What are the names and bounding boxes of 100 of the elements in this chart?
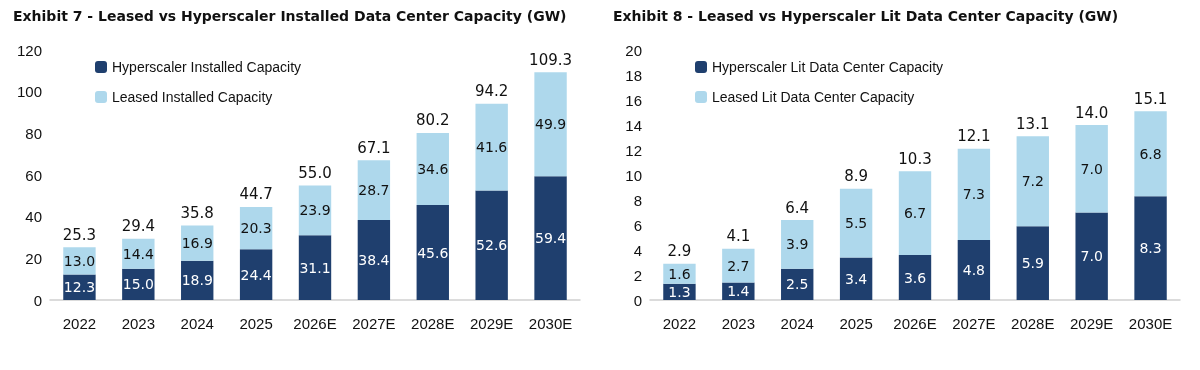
bar [722, 248, 755, 283]
bar [1134, 111, 1167, 197]
data-label: 7.0 [1080, 248, 1103, 265]
x-tick-label: 2027E [352, 315, 396, 332]
data-label: 5.9 [1021, 255, 1044, 272]
data-label: 2.5 [786, 276, 809, 293]
data-label: 38.4 [358, 252, 390, 268]
total-label: 6.4 [785, 198, 810, 217]
total-label: 15.1 [1133, 89, 1168, 108]
y-tick-label: 100 [16, 83, 42, 101]
x-tick-label: 2024 [180, 315, 214, 332]
x-tick-label: 2026E [293, 315, 337, 332]
data-label: 5.5 [844, 215, 868, 232]
bar [839, 257, 873, 300]
bar [357, 220, 391, 300]
y-tick-label: 60 [25, 166, 42, 184]
y-tick-label: 6 [633, 216, 642, 234]
bar [298, 235, 332, 300]
y-tick-label: 40 [25, 208, 42, 226]
y-tick-label: 18 [625, 66, 642, 84]
data-label: 15.0 [122, 276, 154, 293]
y-tick-label: 14 [625, 116, 642, 134]
data-label: 3.4 [844, 270, 868, 287]
data-label: 6.8 [1139, 145, 1162, 162]
x-tick-label: 2027E [952, 315, 996, 332]
total-label: 35.8 [180, 203, 214, 222]
data-label: 1.3 [668, 283, 691, 300]
legend-label: Hyperscaler Lit Data Center Capacity [712, 59, 944, 75]
data-label: 20.3 [240, 220, 272, 237]
x-tick-label: 2028E [411, 315, 455, 332]
data-label: 13.0 [63, 252, 96, 269]
x-tick-label: 2029E [1069, 315, 1114, 332]
data-label: 16.9 [181, 235, 213, 252]
bar [1075, 125, 1108, 213]
bar [534, 72, 567, 177]
x-tick-label: 2026E [893, 315, 937, 332]
y-tick-label: 0 [33, 291, 42, 309]
x-tick-label: 2025 [839, 315, 873, 332]
x-tick-label: 2029E [469, 315, 514, 332]
legend-label: Leased Installed Capacity [112, 89, 273, 105]
x-tick-label: 2030E [528, 315, 573, 332]
total-label: 8.9 [844, 167, 869, 186]
data-label: 31.1 [299, 259, 331, 276]
x-tick-label: 2024 [780, 315, 814, 332]
y-tick-label: 120 [16, 41, 42, 59]
bar [1016, 226, 1049, 300]
data-label: 45.6 [417, 244, 449, 261]
data-label: 28.7 [358, 182, 390, 199]
data-label: 8.3 [1139, 240, 1162, 257]
total-label: 25.3 [62, 225, 97, 244]
data-label: 14.4 [122, 245, 155, 262]
total-label: 2.9 [667, 242, 692, 261]
bar [534, 176, 567, 300]
y-tick-label: 0 [633, 291, 642, 309]
total-label: 94.2 [474, 82, 509, 101]
chart-title: Exhibit 8 - Leased vs Hyperscaler Lit Data Center Capacity (GW) [613, 8, 1119, 24]
data-label: 52.6 [476, 237, 508, 254]
bar [1134, 196, 1167, 300]
y-tick-label: 8 [633, 191, 642, 209]
y-tick-label: 12 [625, 141, 642, 159]
data-label: 12.3 [63, 279, 96, 296]
bar [898, 171, 932, 255]
y-tick-label: 4 [633, 241, 642, 259]
legend-label: Leased Lit Data Center Capacity [712, 89, 915, 105]
bar [898, 255, 932, 300]
total-label: 14.0 [1074, 103, 1109, 122]
bar [839, 188, 873, 258]
bar [416, 205, 449, 300]
y-tick-label: 16 [625, 91, 642, 109]
data-label: 1.6 [668, 265, 691, 282]
data-label: 7.3 [962, 186, 986, 203]
data-label: 3.6 [903, 269, 927, 286]
bar [239, 249, 273, 300]
y-tick-label: 2 [633, 266, 642, 284]
x-tick-label: 2022 [62, 315, 97, 332]
total-label: 4.1 [726, 227, 751, 246]
total-label: 44.7 [239, 185, 273, 204]
y-tick-label: 10 [625, 166, 642, 184]
x-tick-label: 2028E [1011, 315, 1055, 332]
bar [416, 132, 449, 205]
data-label: 18.9 [181, 272, 213, 289]
total-label: 29.4 [121, 217, 156, 236]
bar [957, 148, 991, 240]
total-label: 55.0 [298, 163, 332, 182]
bar [357, 160, 391, 220]
data-label: 49.9 [534, 116, 567, 133]
data-label: 7.2 [1021, 173, 1044, 190]
data-label: 59.4 [534, 230, 567, 247]
bar [1075, 212, 1108, 300]
data-label: 6.7 [903, 205, 927, 222]
total-label: 67.1 [357, 138, 391, 157]
x-tick-label: 2025 [239, 315, 273, 332]
data-label: 34.6 [417, 160, 449, 177]
x-tick-label: 2030E [1128, 315, 1173, 332]
data-label: 2.7 [727, 257, 750, 274]
data-label: 4.8 [962, 262, 986, 278]
x-tick-label: 2023 [721, 315, 756, 332]
x-tick-label: 2023 [121, 315, 156, 332]
data-label: 24.4 [240, 266, 272, 283]
bar [475, 190, 508, 300]
